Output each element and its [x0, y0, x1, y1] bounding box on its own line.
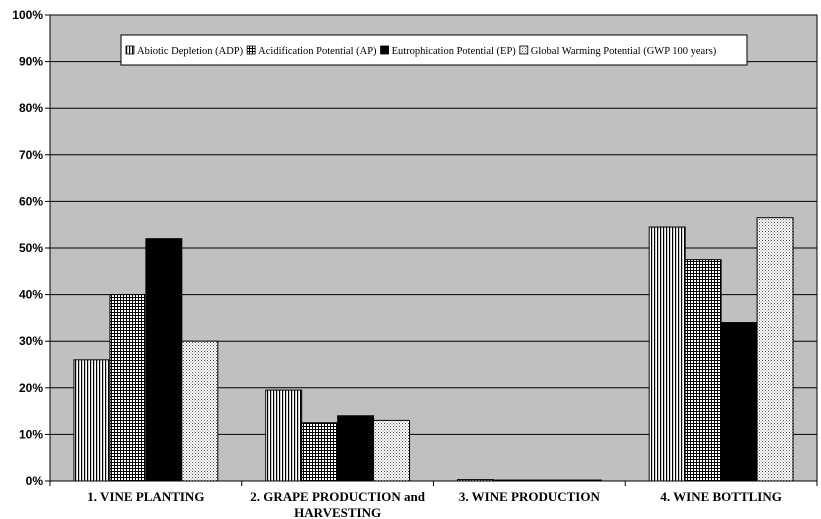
y-tick-label: 80%: [19, 101, 43, 115]
bar: [265, 389, 303, 482]
y-tick-label: 0%: [26, 474, 44, 488]
y-tick-label: 40%: [19, 288, 43, 302]
y-tick-label: 70%: [19, 148, 43, 162]
x-tick-label: 3. WINE PRODUCTION: [459, 489, 601, 504]
y-tick-label: 30%: [19, 334, 43, 348]
x-axis: 1. VINE PLANTING 2. GRAPE PRODUCTION and H…: [49, 480, 818, 519]
bar: [373, 419, 411, 482]
y-tick-label: 50%: [19, 241, 43, 255]
bar: [301, 422, 339, 482]
legend-swatch: [125, 45, 135, 55]
y-tick-label: 20%: [19, 381, 43, 395]
y-tick-label: 60%: [19, 194, 43, 208]
y-axis: 0% 10% 20% 30% 40% 50% 60% 70% 80% 90% 100%: [12, 8, 51, 488]
bar: [648, 226, 686, 482]
y-tick-label: 10%: [19, 427, 43, 441]
legend-label: Global Warming Potential (GWP 100 years): [531, 46, 717, 57]
legend-box: [120, 34, 748, 66]
y-tick-label: 100%: [12, 8, 43, 22]
bar: [684, 259, 722, 482]
legend-swatch: [519, 45, 529, 55]
legend-swatch: [380, 45, 389, 55]
legend-label: Abiotic Depletion (ADP): [137, 46, 244, 57]
bar: [181, 340, 219, 482]
bar: [145, 238, 183, 482]
bars: [73, 217, 794, 482]
x-tick-label: 2. GRAPE PRODUCTION and HARVESTING: [250, 489, 426, 519]
bar: [73, 359, 111, 482]
legend-label: Eutrophication Potential (EP): [392, 46, 517, 57]
bar: [720, 322, 758, 482]
bar: [756, 217, 794, 482]
legend-label: Acidification Potential (AP): [258, 46, 377, 57]
legend-swatch: [246, 45, 256, 55]
x-tick-label: 4. WINE BOTTLING: [660, 489, 782, 504]
x-tick-label: 1. VINE PLANTING: [87, 489, 204, 504]
y-tick-label: 90%: [19, 55, 43, 69]
legend: Abiotic Depletion (ADP) Acidification Pot…: [120, 34, 748, 66]
bar: [109, 294, 147, 482]
bar: [337, 415, 375, 482]
